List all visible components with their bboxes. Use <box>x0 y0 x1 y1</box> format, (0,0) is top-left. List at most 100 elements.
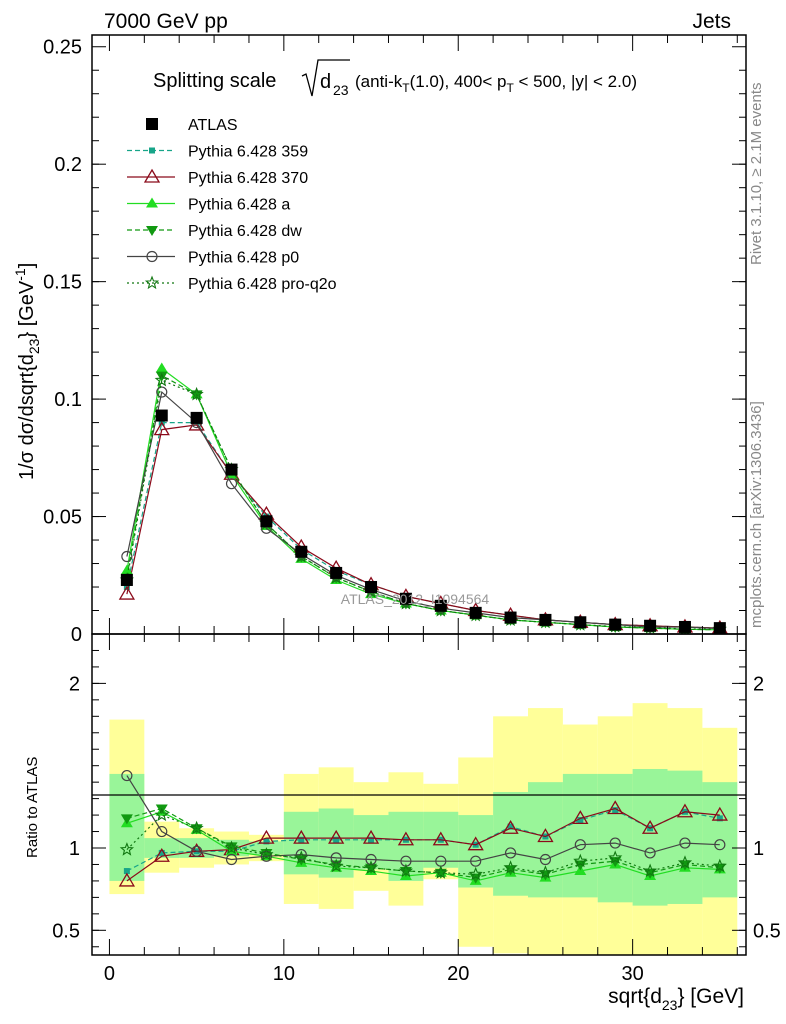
series-atlas <box>120 409 726 634</box>
title-pt-sub: T <box>506 81 514 95</box>
point-atlas <box>225 463 238 476</box>
point-pythia-6-428-a <box>120 564 133 575</box>
title-tail: < 500, |y| < 2.0) <box>514 72 637 91</box>
legend-item-atlas: ATLAS <box>146 117 238 134</box>
ratio-point-pythia-6-428-pro-q2o <box>503 860 518 874</box>
band-green <box>562 773 598 898</box>
legend-item-pythia-6-428-a: Pythia 6.428 a <box>127 197 290 214</box>
ratio-point-pythia-6-428-370 <box>293 829 310 844</box>
y-tick-label-ratio-right: 0.5 <box>753 920 781 942</box>
legend-marker-pythia-6-428-370 <box>143 168 161 183</box>
x-tick-label: 20 <box>447 963 469 985</box>
svg-text:1/σ dσ/dsqrt{d23} [GeV-1]: 1/σ dσ/dsqrt{d23} [GeV-1] <box>12 263 42 480</box>
point-pythia-6-428-370 <box>118 585 136 600</box>
point-atlas <box>678 620 691 633</box>
ratio-point-pythia-6-428-p0 <box>574 839 586 851</box>
point-pythia-6-428-p0 <box>225 478 238 490</box>
ratio-point-pythia-6-428-p0 <box>470 855 482 867</box>
ratio-point-pythia-6-428-370 <box>328 829 345 844</box>
y-tick-label-ratio: 2 <box>69 673 80 695</box>
point-pythia-6-428-370 <box>188 416 205 431</box>
ratio-line-pythia-6-428-a <box>126 811 720 882</box>
ratio-point-pythia-6-428-dw <box>260 848 273 859</box>
ratio-point-pythia-6-428-370 <box>258 829 275 844</box>
mcplots-label: mcplots.cern.ch [arXiv:1306.3436] <box>748 401 765 628</box>
legend-label-pythia-6-428-a: Pythia 6.428 a <box>188 197 290 214</box>
title-suffix: (anti-k <box>355 72 403 91</box>
ratio-point-pythia-6-428-370 <box>537 828 554 843</box>
ratio-series-pythia-6-428-pro-q2o <box>119 807 727 881</box>
ratio-point-pythia-6-428-370 <box>432 831 449 846</box>
legend: ATLAS Pythia 6.428 359 Pythia 6.428 370 Pyt… <box>127 117 337 293</box>
title-prefix: Splitting scale <box>153 70 276 92</box>
ratio-point-pythia-6-428-dw <box>120 814 133 825</box>
ratio-line-pythia-6-428-p0 <box>126 775 720 862</box>
point-atlas <box>365 581 378 594</box>
ratio-point-pythia-6-428-pro-q2o <box>608 850 623 864</box>
ratio-point-pythia-6-428-pro-q2o <box>468 866 483 881</box>
plot-title: Splitting scale d 23 (anti-kT(1.0), 400<… <box>153 59 637 98</box>
ratio-point-pythia-6-428-p0 <box>609 837 621 849</box>
ratio-point-pythia-6-428-p0 <box>225 853 238 866</box>
point-atlas <box>434 599 447 612</box>
ratio-point-pythia-6-428-370 <box>502 819 519 834</box>
ratio-point-pythia-6-428-p0 <box>679 837 691 849</box>
ratio-point-pythia-6-428-p0 <box>260 850 272 862</box>
x-tick-label: 0 <box>104 963 115 985</box>
point-atlas <box>399 592 412 605</box>
ratio-point-pythia-6-428-pro-q2o <box>677 855 693 869</box>
ratio-point-pythia-6-428-370 <box>397 831 415 846</box>
point-pythia-6-428-p0 <box>156 386 168 398</box>
point-atlas <box>295 545 308 558</box>
header-left: 7000 GeV pp <box>104 10 228 33</box>
svg-text:Splitting scale: Splitting scale <box>153 70 276 92</box>
legend-item-pythia-6-428-370: Pythia 6.428 370 <box>127 168 308 187</box>
point-atlas <box>190 411 203 424</box>
y-tick-label-main: 0.1 <box>54 389 82 411</box>
ratio-point-pythia-6-428-370 <box>362 829 380 844</box>
ratio-point-pythia-6-428-359 <box>368 836 375 843</box>
legend-item-pythia-6-428-359: Pythia 6.428 359 <box>127 144 308 161</box>
ratio-plot: 0.5 0.51 12 20 10 20 30 <box>52 633 781 985</box>
ratio-point-pythia-6-428-p0 <box>191 845 203 857</box>
y-axis-label-ratio: Ratio to ATLAS <box>24 757 41 858</box>
point-atlas <box>469 606 482 619</box>
ratio-point-pythia-6-428-dw <box>330 860 343 871</box>
point-pythia-6-428-370 <box>153 421 170 436</box>
legend-marker-pythia-6-428-p0 <box>146 250 158 263</box>
ratio-point-pythia-6-428-359 <box>263 838 270 845</box>
ratio-point-pythia-6-428-359 <box>298 836 305 843</box>
ratio-point-pythia-6-428-p0 <box>714 839 726 851</box>
svg-text:(anti-kT(1.0), 400< pT < 500,: (anti-kT(1.0), 400< pT < 500, |y| < 2.0) <box>355 72 637 95</box>
ratio-point-pythia-6-428-p0 <box>365 853 377 866</box>
band-green <box>667 770 703 904</box>
svg-text:d: d <box>320 71 331 93</box>
point-pythia-6-428-a <box>155 362 168 373</box>
ratio-point-pythia-6-428-p0 <box>644 847 656 859</box>
y-tick-label-main: 0 <box>71 624 82 646</box>
ratio-point-pythia-6-428-p0 <box>539 853 552 866</box>
ratio-point-pythia-6-428-p0 <box>156 825 168 838</box>
point-pythia-6-428-pro-q2o <box>154 372 169 387</box>
y-tick-label-main: 0.25 <box>43 37 82 59</box>
watermark: ATLAS_2012_I1094564 <box>341 591 490 607</box>
y-tick-label-main: 0.2 <box>54 154 82 176</box>
ratio-point-pythia-6-428-pro-q2o <box>329 858 344 873</box>
band-green <box>632 768 668 906</box>
ratio-point-pythia-6-428-370 <box>607 800 624 815</box>
point-atlas <box>609 618 622 631</box>
y-tick-label-ratio-right: 1 <box>753 838 764 860</box>
ratio-point-pythia-6-428-359 <box>123 868 130 875</box>
legend-marker-pythia-6-428-359 <box>149 147 155 154</box>
ratio-point-pythia-6-428-370 <box>572 810 589 825</box>
ratio-point-pythia-6-428-pro-q2o <box>363 860 379 874</box>
x-tick-label: 30 <box>622 963 644 985</box>
title-kt-sub: T <box>402 81 410 95</box>
legend-label-pythia-6-428-p0: Pythia 6.428 p0 <box>188 250 299 267</box>
ratio-point-pythia-6-428-pro-q2o <box>398 863 414 878</box>
point-atlas <box>330 566 343 579</box>
ratio-point-pythia-6-428-pro-q2o <box>433 865 448 879</box>
ratio-point-pythia-6-428-370 <box>641 819 659 834</box>
ratio-point-pythia-6-428-p0 <box>295 848 307 861</box>
ratio-point-pythia-6-428-pro-q2o <box>259 847 274 861</box>
